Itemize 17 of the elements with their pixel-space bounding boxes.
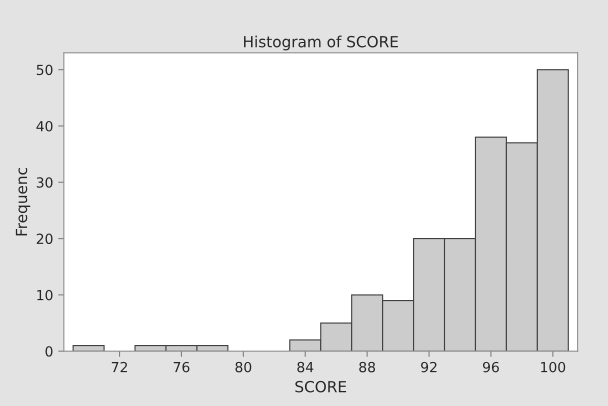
y-tick-label: 10 xyxy=(37,290,52,300)
x-tick-label: 72 xyxy=(112,362,127,372)
y-tick-label: 40 xyxy=(36,120,52,132)
x-tick-label: 84 xyxy=(297,362,314,372)
y-axis-title: Frequenc xyxy=(16,168,30,236)
y-tick-label: 50 xyxy=(36,64,52,76)
x-tick-label: 100 xyxy=(541,362,566,372)
x-tick-label: 80 xyxy=(235,362,252,372)
x-axis-title: SCORE xyxy=(295,380,346,392)
y-tick-label: 30 xyxy=(36,177,52,188)
x-tick-label: 76 xyxy=(174,362,190,372)
y-tick-label: 0 xyxy=(46,346,52,357)
y-tick-label: 20 xyxy=(36,234,52,244)
x-tick-label: 88 xyxy=(359,362,376,372)
x-tick-label: 92 xyxy=(421,362,436,372)
chart-title: Histogram of SCORE xyxy=(244,36,398,50)
x-tick-label: 96 xyxy=(482,362,499,372)
